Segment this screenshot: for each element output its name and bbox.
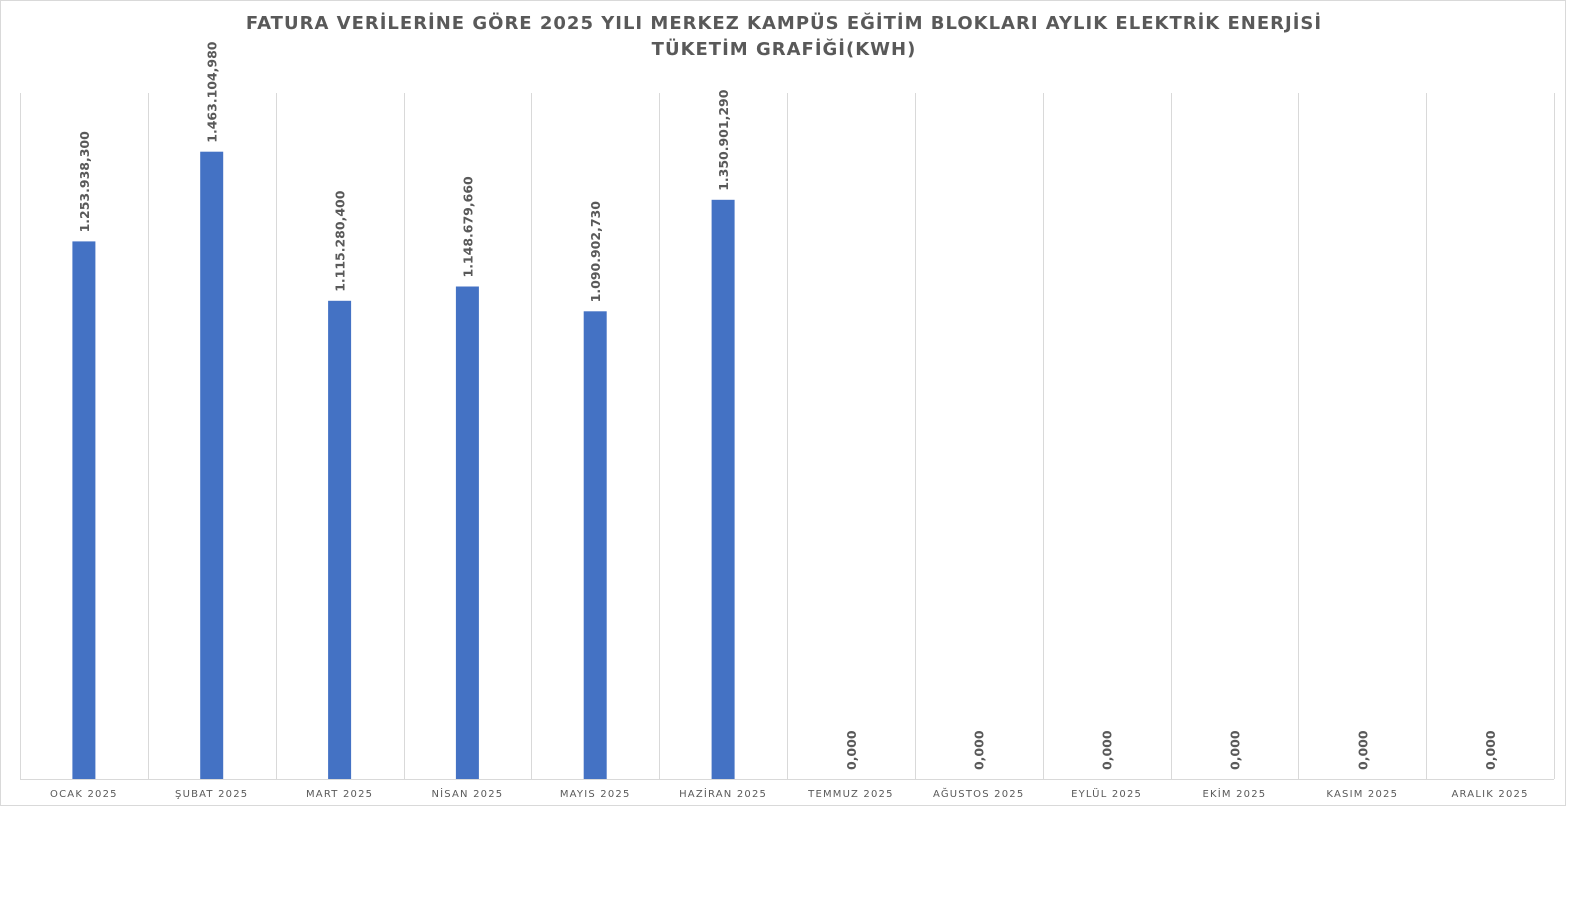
bar[interactable] bbox=[72, 241, 96, 779]
data-label: 1.253.938,300 bbox=[77, 131, 92, 233]
data-label: 0,000 bbox=[1355, 730, 1370, 770]
bar[interactable] bbox=[455, 286, 479, 780]
bar[interactable] bbox=[200, 151, 224, 779]
x-tick-label: TEMMUZ 2025 bbox=[807, 789, 894, 800]
x-tick-label: MAYIS 2025 bbox=[560, 789, 631, 800]
chart-title: FATURA VERİLERİNE GÖRE 2025 YILI MERKEZ … bbox=[245, 13, 1323, 60]
bar[interactable] bbox=[328, 300, 352, 779]
data-label: 0,000 bbox=[972, 730, 987, 770]
data-label: 1.350.901,290 bbox=[716, 89, 731, 191]
data-label: 0,000 bbox=[844, 730, 859, 770]
data-label: 1.115.280,400 bbox=[333, 190, 348, 292]
x-tick-label: EKİM 2025 bbox=[1202, 787, 1266, 800]
data-label: 1.090.902,730 bbox=[588, 201, 603, 303]
x-tick-label: KASIM 2025 bbox=[1326, 789, 1398, 800]
x-tick-label: ŞUBAT 2025 bbox=[175, 789, 248, 800]
bar[interactable] bbox=[583, 311, 607, 779]
x-tick-label: NİSAN 2025 bbox=[431, 787, 503, 800]
data-label: 1.463.104,980 bbox=[205, 41, 220, 143]
data-label: 0,000 bbox=[1483, 730, 1498, 770]
data-label: 0,000 bbox=[1100, 730, 1115, 770]
x-tick-label: AĞUSTOS 2025 bbox=[933, 787, 1024, 800]
data-label: 1.148.679,660 bbox=[460, 176, 475, 278]
x-tick-label: ARALIK 2025 bbox=[1452, 789, 1529, 800]
x-tick-label: HAZİRAN 2025 bbox=[679, 787, 767, 800]
bar-chart: 1.253.938,300 OCAK 2025 1.463.104,980 ŞUBAT… bbox=[20, 41, 1555, 800]
x-tick-label: MART 2025 bbox=[306, 789, 373, 800]
data-label: 0,000 bbox=[1227, 730, 1242, 770]
x-tick-label: OCAK 2025 bbox=[50, 789, 118, 800]
bar[interactable] bbox=[711, 199, 735, 780]
x-tick-label: EYLÜL 2025 bbox=[1071, 787, 1142, 800]
chart-frame: FATURA VERİLERİNE GÖRE 2025 YILI MERKEZ … bbox=[0, 0, 1566, 806]
